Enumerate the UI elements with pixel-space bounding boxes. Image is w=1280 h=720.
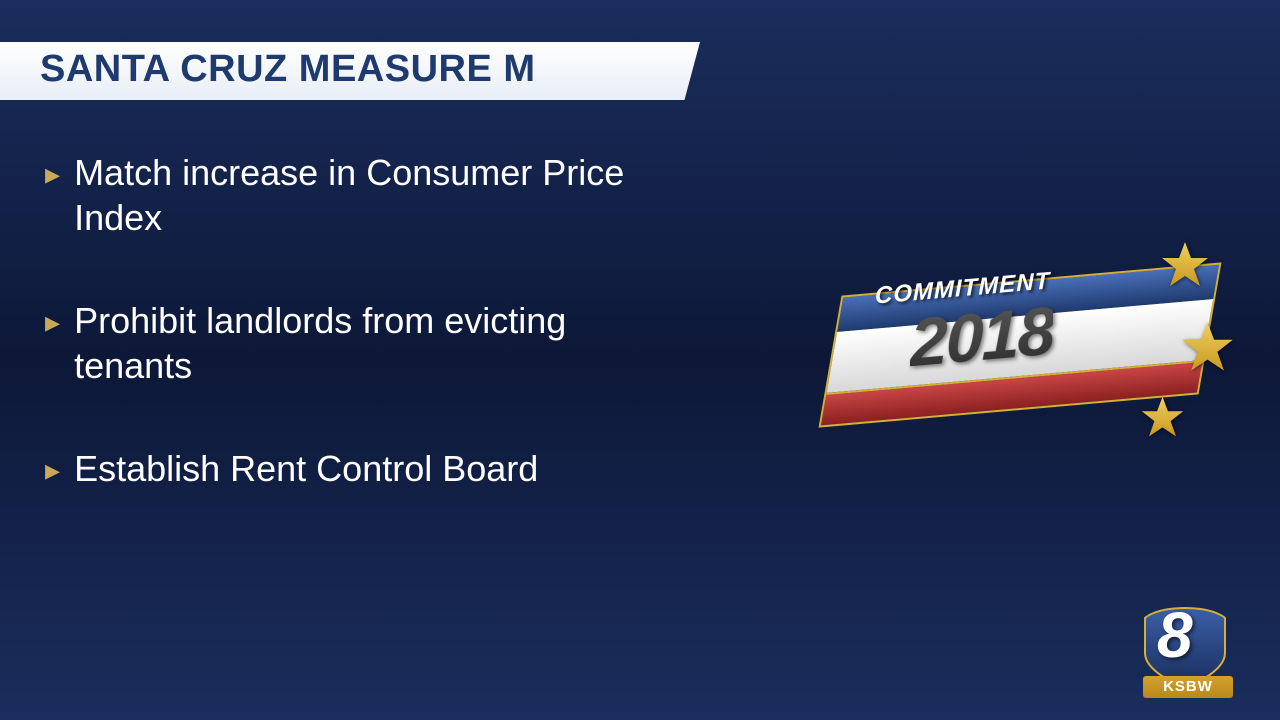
commitment-2018-logo: COMMITMENT 2018 — [820, 230, 1240, 460]
bullet-text: Prohibit landlords from evicting tenants — [74, 298, 625, 388]
star-icon — [1160, 240, 1210, 290]
station-logo: 8 KSBW — [1125, 603, 1245, 698]
station-name: KSBW — [1143, 676, 1233, 698]
header-title: SANTA CRUZ MEASURE M — [40, 48, 536, 91]
bullet-arrow-icon: ▸ — [45, 304, 60, 342]
bullet-item: ▸ Match increase in Consumer Price Index — [45, 150, 625, 240]
bullet-text: Match increase in Consumer Price Index — [74, 150, 625, 240]
star-icon — [1180, 320, 1235, 375]
bullet-text: Establish Rent Control Board — [74, 446, 538, 491]
commitment-year: 2018 — [910, 292, 1053, 383]
star-icon — [1140, 395, 1185, 440]
bullet-list: ▸ Match increase in Consumer Price Index… — [45, 150, 625, 549]
bullet-arrow-icon: ▸ — [45, 156, 60, 194]
bullet-item: ▸ Establish Rent Control Board — [45, 446, 625, 491]
bullet-item: ▸ Prohibit landlords from evicting tenan… — [45, 298, 625, 388]
station-number: 8 — [1157, 598, 1193, 672]
bullet-arrow-icon: ▸ — [45, 452, 60, 490]
